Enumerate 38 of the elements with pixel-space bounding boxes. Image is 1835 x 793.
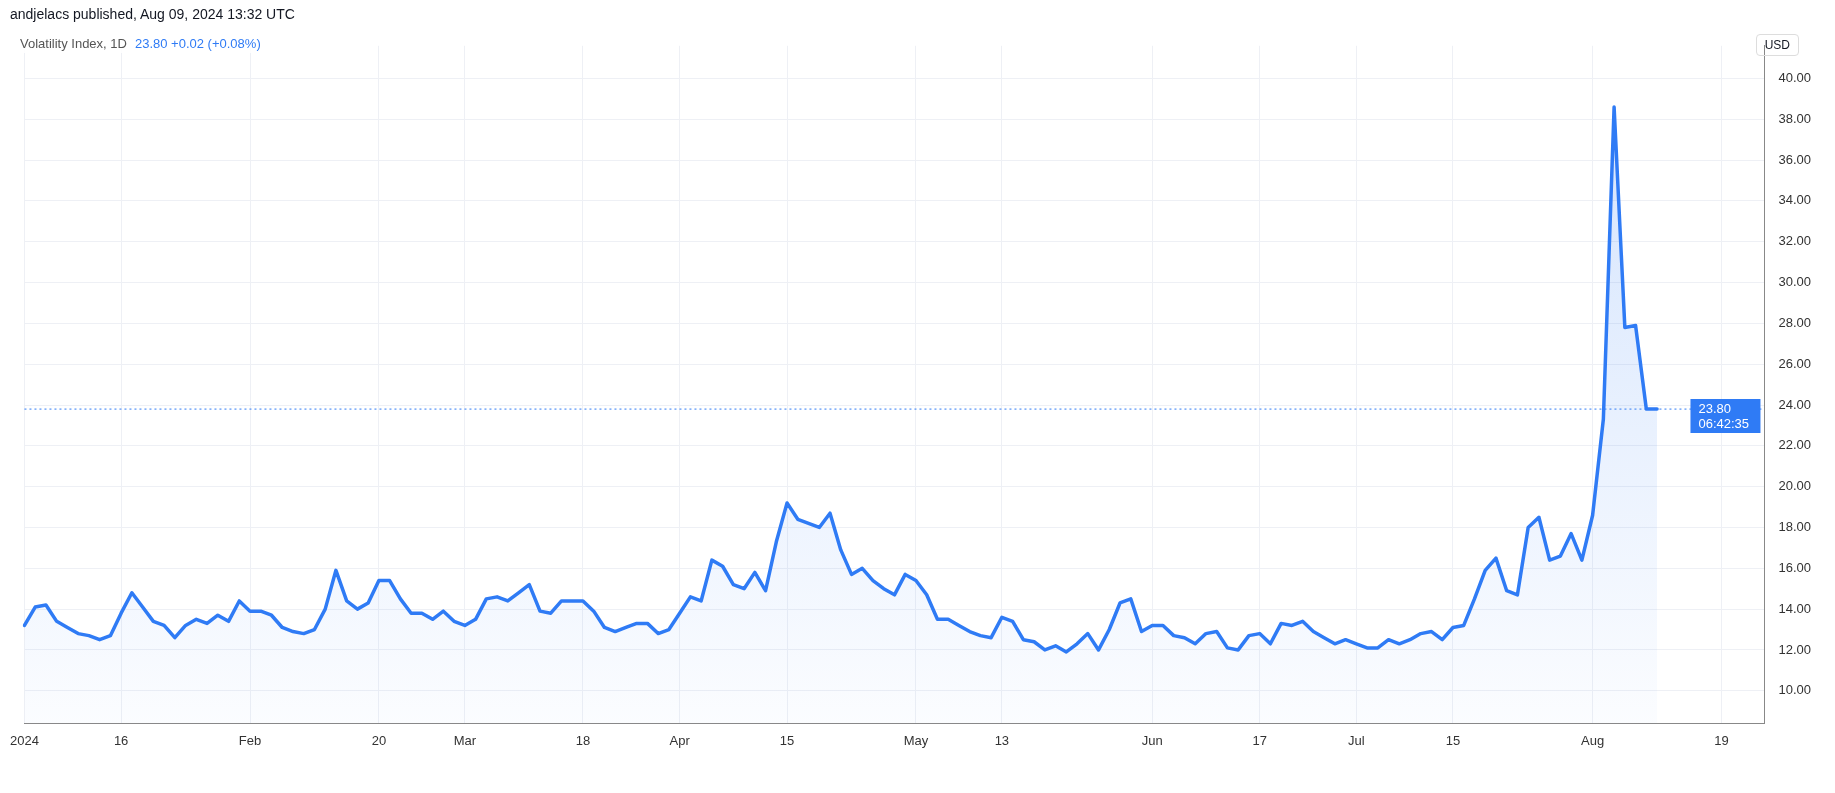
text: andjelacs published, Aug 09, 2024 13:32 UTC: [10, 6, 295, 22]
x-tick-label: Mar: [453, 732, 477, 748]
x-tick-label: Jul: [1348, 732, 1365, 748]
y-tick-label: 14.00: [1778, 600, 1812, 616]
x-tick-label: 19: [1714, 732, 1729, 748]
x-tick-label: Aug: [1581, 732, 1605, 748]
y-tick-label: 38.00: [1778, 110, 1812, 126]
x-tick-label: 20: [371, 732, 387, 748]
y-tick-label: 22.00: [1778, 437, 1812, 453]
x-tick-label: 15: [1445, 732, 1461, 748]
x-tick-label: 18: [575, 732, 591, 748]
x-tick-label: 17: [1252, 732, 1267, 748]
x-tick-label: 15: [779, 732, 795, 748]
y-tick-label: 40.00: [1778, 70, 1812, 86]
y-tick-label: 20.00: [1778, 478, 1812, 494]
y-tick-label: 18.00: [1778, 519, 1812, 535]
y-tick-label: 36.00: [1778, 151, 1812, 167]
y-tick-label: 26.00: [1778, 355, 1812, 371]
x-tick-label: 2024: [10, 732, 39, 748]
y-tick-label: 12.00: [1778, 641, 1812, 657]
y-tick-label: 28.00: [1778, 314, 1812, 330]
chart-subtitle: 23.80 +0.02 (+0.08%): [134, 36, 261, 51]
y-axis-title: USD: [1755, 34, 1799, 56]
x-tick-label: Apr: [669, 732, 691, 748]
y-tick-label: 34.00: [1778, 192, 1812, 208]
y-tick-label: 24.00: [1778, 396, 1812, 412]
chart-title: Volatility Index, 1D: [20, 36, 127, 51]
y-tick-label: 16.00: [1778, 559, 1812, 575]
y-tick-label: 10.00: [1778, 682, 1812, 698]
annotation: 06:42:35: [1698, 415, 1750, 431]
x-tick-label: 13: [994, 732, 1010, 748]
x-tick-label: 16: [113, 732, 129, 748]
y-tick-label: 30.00: [1778, 274, 1812, 290]
x-tick-label: Feb: [238, 732, 262, 748]
ref-line-label: 23.80: [1698, 400, 1732, 416]
x-tick-label: May: [903, 732, 929, 748]
x-tick-label: Jun: [1141, 732, 1163, 748]
y-tick-label: 32.00: [1778, 233, 1812, 249]
